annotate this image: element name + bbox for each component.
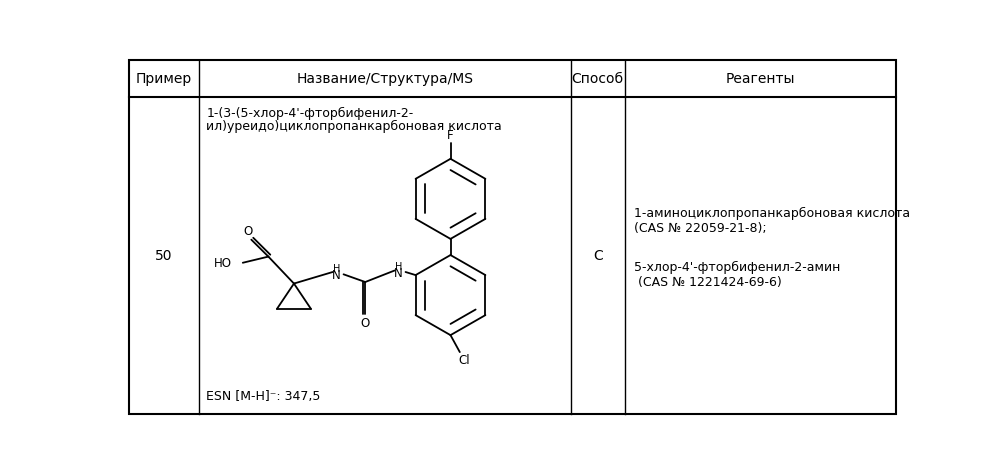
Text: 5-хлор-4'-фторбифенил-2-амин: 5-хлор-4'-фторбифенил-2-амин (634, 260, 841, 274)
Text: Пример: Пример (136, 72, 192, 86)
Text: 50: 50 (155, 249, 173, 263)
Text: Реагенты: Реагенты (726, 72, 795, 86)
Text: (CAS № 1221424-69-6): (CAS № 1221424-69-6) (634, 276, 782, 289)
Text: Cl: Cl (459, 354, 470, 367)
Text: HO: HO (214, 257, 232, 270)
Text: O: O (244, 225, 253, 238)
Text: N: N (394, 267, 403, 280)
Text: N: N (332, 269, 341, 282)
Text: O: O (361, 317, 370, 330)
Text: H: H (333, 264, 340, 274)
Text: 1-(3-(5-хлор-4'-фторбифенил-2-: 1-(3-(5-хлор-4'-фторбифенил-2- (206, 106, 414, 119)
Text: ил)уреидо)циклопропанкарбоновая кислота: ил)уреидо)циклопропанкарбоновая кислота (206, 120, 502, 133)
Text: ESN [M-H]⁻: 347,5: ESN [M-H]⁻: 347,5 (206, 390, 321, 403)
Text: Название/Структура/MS: Название/Структура/MS (296, 72, 473, 86)
Text: (CAS № 22059-21-8);: (CAS № 22059-21-8); (634, 222, 767, 235)
Text: F: F (447, 129, 454, 142)
Text: C: C (593, 249, 603, 263)
Text: H: H (395, 262, 402, 272)
Text: Способ: Способ (572, 72, 624, 86)
Text: 1-аминоциклопропанкарбоновая кислота: 1-аминоциклопропанкарбоновая кислота (634, 206, 910, 219)
